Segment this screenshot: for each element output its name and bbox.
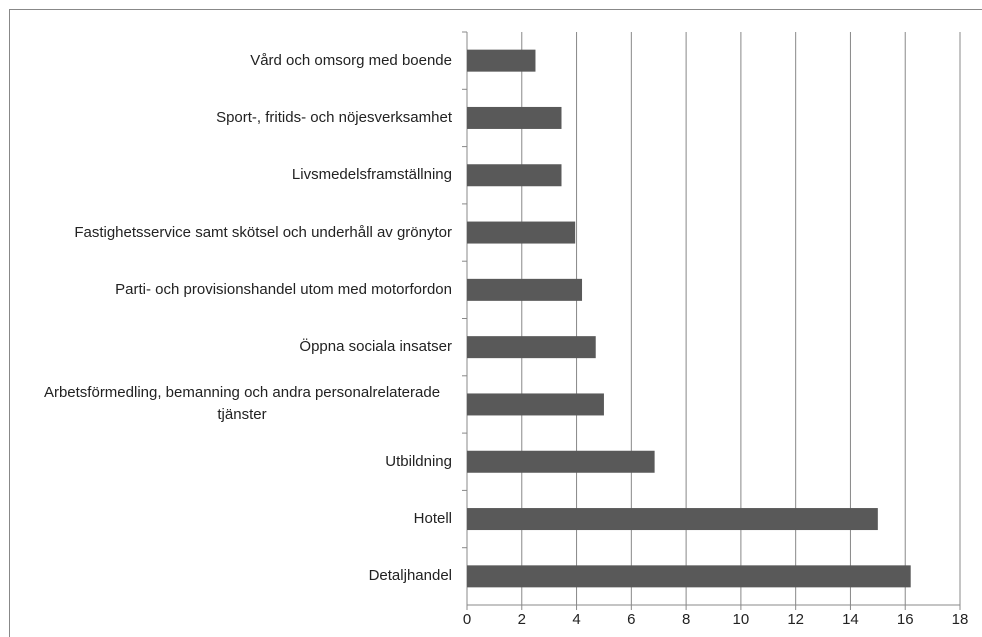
bar [467, 508, 878, 531]
bar [467, 565, 911, 588]
x-tick-label: 4 [572, 611, 580, 628]
bar [467, 450, 655, 473]
x-tick-label: 16 [897, 611, 914, 628]
y-tick-label: Öppna sociala insatser [299, 338, 452, 356]
y-tick-label: Arbetsförmedling, bemanning och andra pe… [43, 384, 441, 424]
bar [467, 221, 576, 244]
y-tick-label: Detaljhandel [368, 567, 452, 585]
bar [467, 336, 596, 359]
x-tick-label: 8 [682, 611, 690, 628]
y-tick-label: Utbildning [385, 452, 452, 470]
x-tick-label: 0 [463, 611, 471, 628]
bar [467, 49, 536, 72]
x-tick-label: 2 [518, 611, 526, 628]
x-tick-label: 10 [733, 611, 750, 628]
y-tick-label: Vård och omsorg med boende [250, 51, 452, 69]
chart-border [9, 9, 982, 637]
y-tick-label: Fastighetsservice samt skötsel och under… [74, 223, 452, 241]
bar [467, 278, 583, 301]
x-tick-label: 18 [952, 611, 969, 628]
y-tick-label: Livsmedelsframställning [291, 166, 452, 184]
x-tick-label: 14 [842, 611, 859, 628]
bar [467, 393, 604, 416]
x-tick-label: 12 [787, 611, 804, 628]
bar [467, 106, 562, 129]
y-tick-label: Parti- och provisionshandel utom med mot… [115, 280, 452, 298]
bar [467, 164, 562, 187]
y-tick-label: Sport-, fritids- och nöjesverksamhet [216, 108, 452, 126]
x-tick-label: 6 [627, 611, 635, 628]
y-tick-label: Hotell [413, 510, 452, 528]
